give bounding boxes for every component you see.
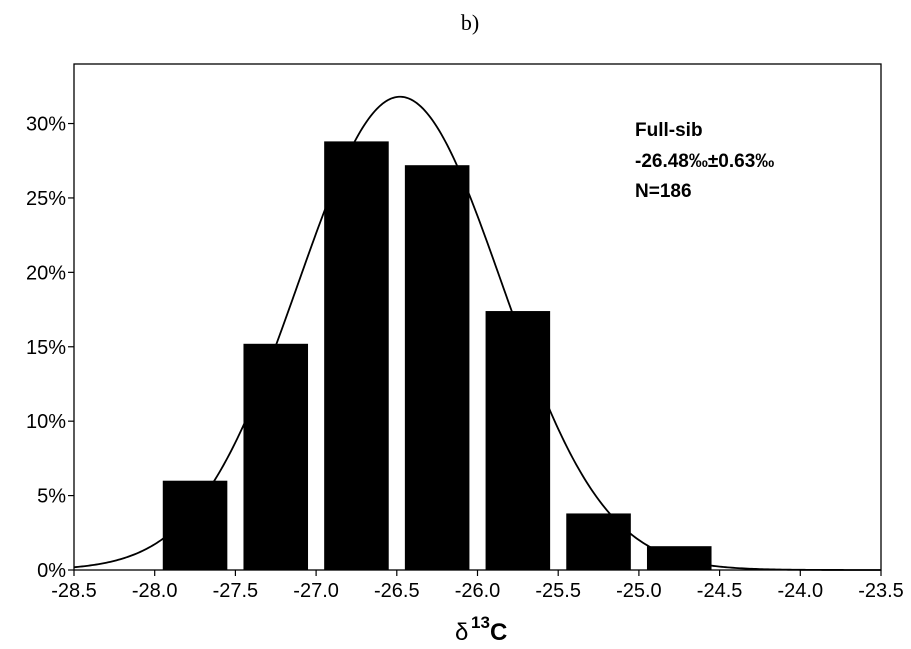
x-tick-label: -25.0 <box>616 580 662 602</box>
x-tick-label: -28.5 <box>51 580 97 602</box>
annotation-group-label: Full-sib <box>635 120 703 141</box>
histogram-bar <box>646 546 712 570</box>
y-tick-label: 0% <box>37 560 66 582</box>
x-axis-label: δ 13 C <box>455 613 507 646</box>
histogram-bar <box>566 513 631 570</box>
histogram-bar <box>485 311 551 570</box>
y-tick-label: 25% <box>26 188 66 210</box>
y-axis: 0% 5% 10% 15% 20% 25% 30% <box>26 114 74 582</box>
x-axis-label-superscript: 13 <box>471 613 490 632</box>
normal-fit-curve <box>73 95 881 571</box>
plot-area <box>73 63 882 571</box>
x-axis-label-delta: δ <box>455 619 468 646</box>
y-tick-label: 5% <box>37 486 66 508</box>
x-tick-label: -26.0 <box>455 580 501 602</box>
x-tick-label: -28.0 <box>132 580 178 602</box>
annotation-mean-sd: -26.48‰±0.63‰ <box>635 151 774 172</box>
histogram-bar <box>162 480 228 570</box>
x-tick-label: -26.5 <box>374 580 420 602</box>
y-tick-label: 15% <box>26 337 66 359</box>
x-axis: -28.5 -28.0 -27.5 -27.0 -26.5 -26.0 -25.5 -25.0… <box>51 570 904 602</box>
x-axis-label-element: C <box>490 619 507 646</box>
x-tick-label: -25.5 <box>535 580 581 602</box>
x-tick-label: -24.0 <box>778 580 824 602</box>
x-tick-label: -23.5 <box>858 580 904 602</box>
histogram-bar <box>404 165 470 570</box>
x-tick-label: -27.5 <box>213 580 259 602</box>
y-tick-label: 30% <box>26 114 66 136</box>
stats-annotation: Full-sib -26.48‰±0.63‰ N=186 <box>635 120 774 202</box>
histogram-bar <box>324 141 389 570</box>
x-tick-label: -24.5 <box>697 580 743 602</box>
panel-label: b) <box>461 10 479 35</box>
x-tick-label: -27.0 <box>293 580 339 602</box>
y-tick-label: 20% <box>26 262 66 284</box>
histogram-bar <box>243 343 309 570</box>
y-tick-label: 10% <box>26 411 66 433</box>
annotation-sample-size: N=186 <box>635 181 692 202</box>
